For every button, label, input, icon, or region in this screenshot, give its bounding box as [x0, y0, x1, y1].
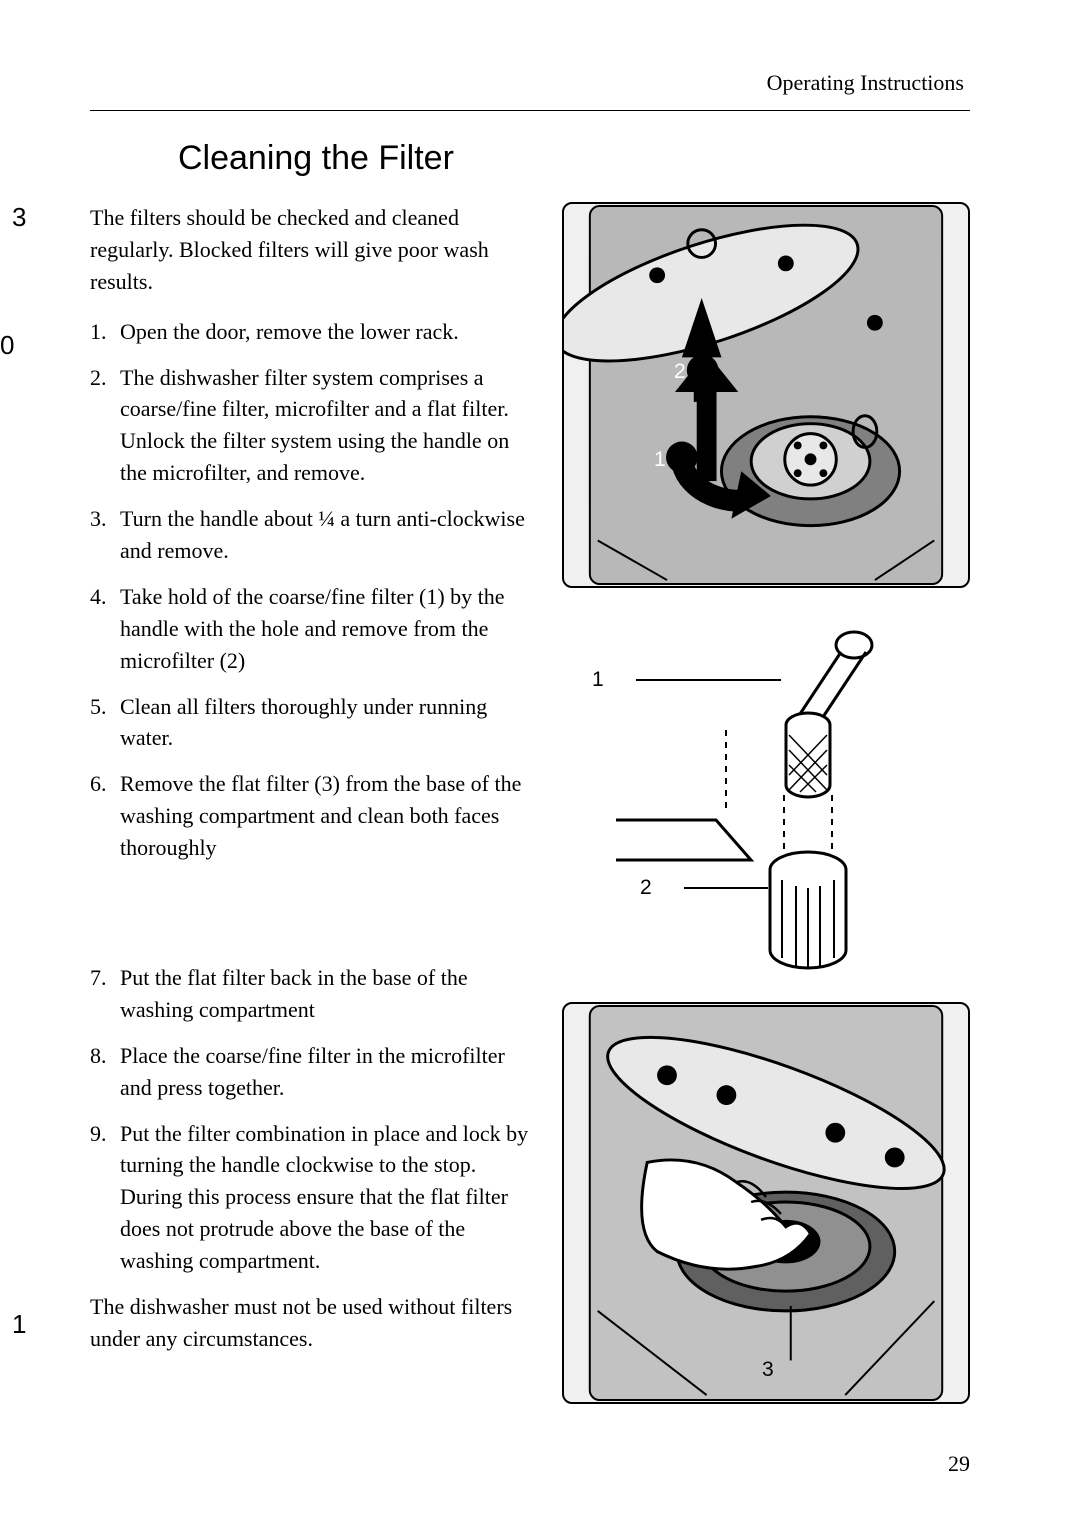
figure-3: 3: [562, 1002, 970, 1404]
figure-column: 2 1: [562, 202, 970, 1404]
layout-gap: [90, 878, 540, 962]
step-item: Put the flat filter back in the base of …: [90, 962, 540, 1026]
figure-1-callout-2: 2: [674, 360, 686, 384]
figure-1-svg: [564, 204, 968, 586]
margin-marker-intro: 3: [12, 202, 26, 233]
page-number: 29: [948, 1451, 970, 1477]
manual-page: Operating Instructions Cleaning the Filt…: [0, 0, 1080, 1529]
figure-3-callout-3: 3: [762, 1358, 774, 1382]
step-item: Place the coarse/fine filter in the micr…: [90, 1040, 540, 1104]
figure-1-callout-1: 1: [654, 448, 666, 472]
intro-paragraph: The filters should be checked and cleane…: [90, 202, 540, 298]
step-item: Take hold of the coarse/fine filter (1) …: [90, 581, 540, 677]
figure-3-svg: [564, 1004, 968, 1402]
step-list: Open the door, remove the lower rack. Th…: [90, 316, 540, 864]
step-item: Put the filter combination in place and …: [90, 1118, 540, 1277]
step-item: Clean all filters thoroughly under runni…: [90, 691, 540, 755]
margin-marker-steps: 0: [0, 330, 14, 361]
step-item: Turn the handle about ¼ a turn anti-cloc…: [90, 503, 540, 567]
figure-2: 1 2: [562, 610, 970, 980]
figure-2-callout-1: 1: [592, 668, 604, 692]
step-item: Remove the flat filter (3) from the base…: [90, 768, 540, 864]
header-divider: [90, 110, 970, 111]
step-list-continued: Put the flat filter back in the base of …: [90, 962, 540, 1277]
figure-2-callout-2: 2: [640, 876, 652, 900]
header-section-label: Operating Instructions: [90, 70, 970, 96]
section-title: Cleaning the Filter: [178, 139, 970, 178]
content-area: 3 The filters should be checked and clea…: [90, 202, 970, 1404]
figure-1: 2 1: [562, 202, 970, 588]
warning-paragraph: The dishwasher must not be used without …: [90, 1291, 540, 1355]
step-item: Open the door, remove the lower rack.: [90, 316, 540, 348]
step-item: The dishwasher filter system comprises a…: [90, 362, 540, 490]
margin-marker-warning: 1: [12, 1309, 26, 1340]
figure-2-svg: [562, 610, 970, 980]
text-column: 3 The filters should be checked and clea…: [90, 202, 540, 1404]
